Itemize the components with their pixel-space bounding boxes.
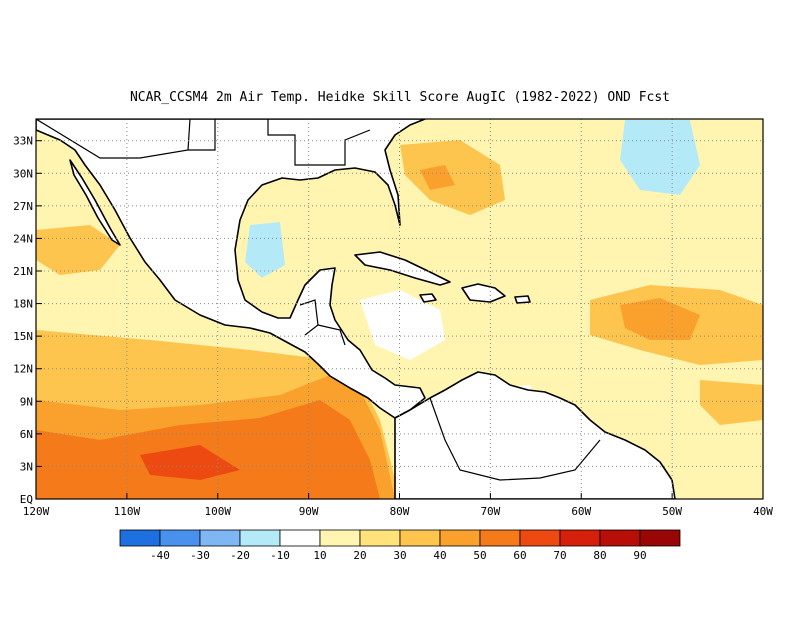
land-areas: [36, 119, 676, 499]
lon-tick-label: 50W: [662, 505, 682, 518]
colorbar-label: -10: [270, 549, 290, 562]
skill-shading: [36, 120, 763, 499]
north-america-coastline: [36, 119, 426, 419]
baja-california: [69, 159, 121, 246]
lat-tick-label: 9N: [20, 395, 33, 408]
colorbar-label: 30: [393, 549, 406, 562]
lat-tick-label: 21N: [13, 265, 33, 278]
colorbar-label: 50: [473, 549, 486, 562]
lon-tick-label: 70W: [480, 505, 500, 518]
south-america-coastline: [394, 371, 676, 499]
lon-tick-label: 120W: [23, 505, 50, 518]
hispaniola: [461, 283, 506, 303]
colorbar-swatch: [359, 529, 401, 547]
lat-tick-label: 33N: [13, 135, 33, 148]
lat-tick-label: 6N: [20, 428, 33, 441]
colorbar-swatch: [119, 529, 161, 547]
jamaica: [419, 293, 437, 303]
lon-tick-label: 60W: [571, 505, 591, 518]
lon-tick-label: 80W: [390, 505, 410, 518]
colorbar-swatch: [599, 529, 641, 547]
colorbar-swatch: [439, 529, 481, 547]
lat-tick-label: 3N: [20, 460, 33, 473]
latitude-tick-labels: EQ 3N 6N 9N 12N 15N 18N 21N 24N 27N 30N 33N: [13, 135, 33, 506]
lat-tick-label: 18N: [13, 298, 33, 311]
colorbar-swatch: [319, 529, 361, 547]
map-gridlines: [35, 119, 764, 500]
borders: [36, 119, 601, 481]
cuba: [354, 251, 451, 286]
colorbar-swatch: [279, 529, 321, 547]
lat-tick-label: 30N: [13, 167, 33, 180]
lon-tick-label: 110W: [114, 505, 141, 518]
lon-tick-label: 40W: [753, 505, 773, 518]
colorbar-label: -30: [190, 549, 210, 562]
lon-tick-label: 90W: [299, 505, 319, 518]
colorbar-label: 90: [633, 549, 646, 562]
lon-tick-label: 100W: [205, 505, 232, 518]
colorbar-swatch: [159, 529, 201, 547]
figure-title: NCAR_CCSM4 2m Air Temp. Heidke Skill Sco…: [130, 90, 670, 105]
lat-tick-label: 27N: [13, 200, 33, 213]
lat-tick-label: EQ: [20, 493, 33, 506]
colorbar-swatch: [199, 529, 241, 547]
colorbar-label: 60: [513, 549, 526, 562]
colorbar: -40 -30 -20 -10 10 20 30 40 50 60 70 80 90: [119, 529, 681, 562]
colorbar-swatch: [239, 529, 281, 547]
colorbar-label: -20: [230, 549, 250, 562]
colorbar-label: 20: [353, 549, 366, 562]
colorbar-swatch: [639, 529, 681, 547]
puerto-rico: [514, 295, 531, 304]
colorbar-label: 80: [593, 549, 606, 562]
map-frame: [35, 118, 764, 500]
colorbar-swatch: [559, 529, 601, 547]
longitude-tick-labels: 120W 110W 100W 90W 80W 70W 60W 50W 40W: [23, 505, 774, 518]
colorbar-swatch: [479, 529, 521, 547]
colorbar-label: 10: [313, 549, 326, 562]
lat-tick-label: 12N: [13, 363, 33, 376]
lat-tick-label: 15N: [13, 330, 33, 343]
colorbar-label: 40: [433, 549, 446, 562]
map-panel: EQ 3N 6N 9N 12N 15N 18N 21N 24N 27N 30N 33N 120W 110…: [13, 118, 774, 518]
colorbar-swatch: [399, 529, 441, 547]
colorbar-swatch: [519, 529, 561, 547]
colorbar-label: -40: [150, 549, 170, 562]
colorbar-label: 70: [553, 549, 566, 562]
lat-tick-label: 24N: [13, 232, 33, 245]
